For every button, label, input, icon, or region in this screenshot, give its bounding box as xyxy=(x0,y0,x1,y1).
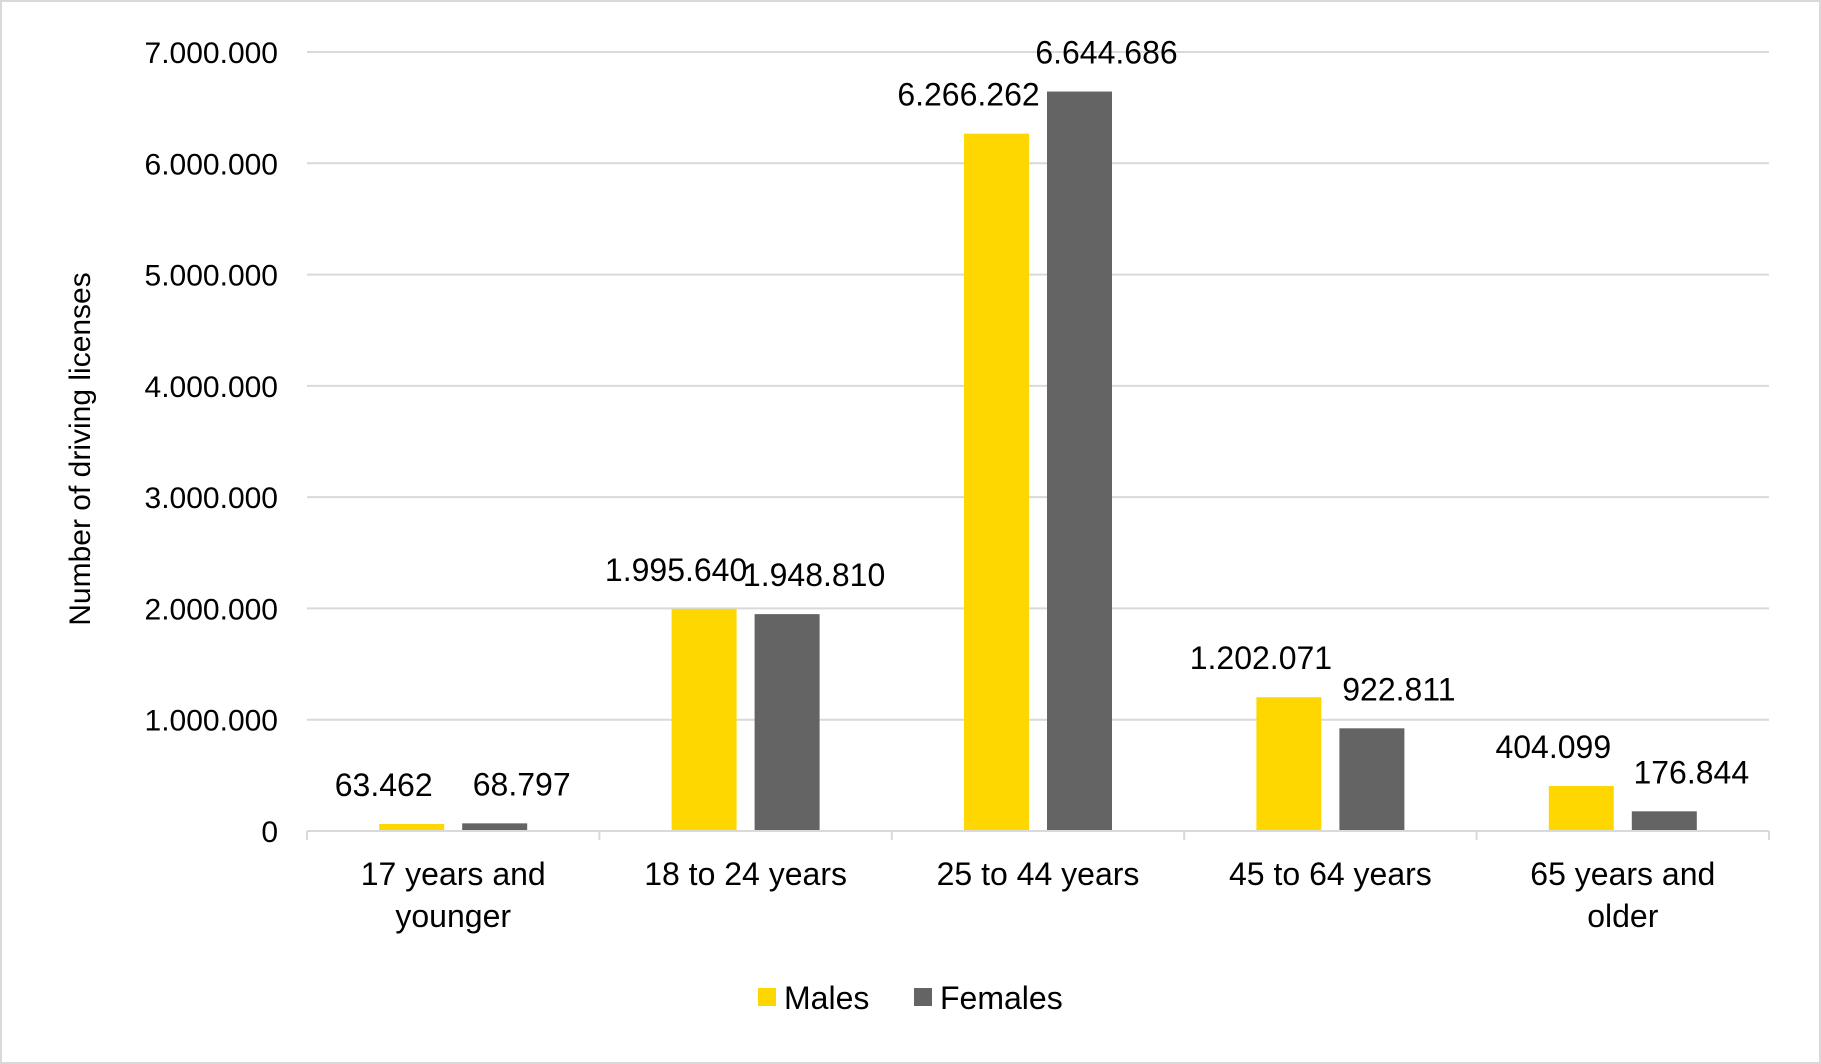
y-axis-ticks: 0 1.000.000 2.000.000 3.000.000 4.000.000 5.0… xyxy=(145,37,278,849)
category-label: younger xyxy=(395,898,511,934)
data-label-males: 6.266.262 xyxy=(897,77,1039,113)
category-label: 45 to 64 years xyxy=(1229,856,1432,892)
data-label-females: 922.811 xyxy=(1342,671,1455,707)
y-tick-label: 1.000.000 xyxy=(145,705,278,738)
category-label: older xyxy=(1587,898,1659,934)
category-label: 65 years and xyxy=(1530,856,1715,892)
legend-swatch-males xyxy=(758,988,776,1006)
bar-females xyxy=(462,823,528,831)
bar-males xyxy=(1548,786,1614,831)
data-label-females: 6.644.686 xyxy=(1035,35,1177,71)
category-label: 18 to 24 years xyxy=(644,856,847,892)
data-label-females: 176.844 xyxy=(1633,754,1749,790)
data-label-males: 1.202.071 xyxy=(1190,640,1332,676)
bar-females xyxy=(1047,91,1112,831)
y-tick-label: 2.000.000 xyxy=(145,593,278,626)
category-label: 25 to 44 years xyxy=(937,856,1140,892)
data-label-males: 63.462 xyxy=(335,767,433,803)
category-label: 17 years and xyxy=(361,856,546,892)
data-label-males: 1.995.640 xyxy=(605,552,747,588)
data-label-females: 1.948.810 xyxy=(743,557,885,593)
bar-males xyxy=(671,608,737,831)
gridlines xyxy=(307,51,1769,721)
data-label-males: 404.099 xyxy=(1495,729,1611,765)
legend: Males Females xyxy=(758,980,1063,1016)
y-tick-label: 7.000.000 xyxy=(145,37,278,70)
bar-males xyxy=(379,823,445,831)
bar-males xyxy=(1256,697,1322,831)
bar-females xyxy=(1631,811,1697,831)
bar-males xyxy=(964,133,1029,832)
y-tick-label: 6.000.000 xyxy=(145,148,278,181)
bar-females xyxy=(1339,728,1405,831)
y-tick-label: 5.000.000 xyxy=(145,260,278,293)
legend-label-females: Females xyxy=(940,980,1063,1016)
data-label-females: 68.797 xyxy=(473,766,571,802)
legend-swatch-females xyxy=(914,988,932,1006)
y-tick-label: 4.000.000 xyxy=(145,371,278,404)
y-axis-title: Number of driving licenses xyxy=(64,272,97,625)
bars xyxy=(379,91,1697,832)
y-tick-label: 3.000.000 xyxy=(145,482,278,515)
x-axis xyxy=(306,830,1770,840)
category-labels: 17 years and younger 18 to 24 years 25 to 4… xyxy=(361,856,1716,934)
bar-females xyxy=(754,614,820,831)
legend-label-males: Males xyxy=(784,980,869,1016)
y-tick-label: 0 xyxy=(261,816,278,849)
